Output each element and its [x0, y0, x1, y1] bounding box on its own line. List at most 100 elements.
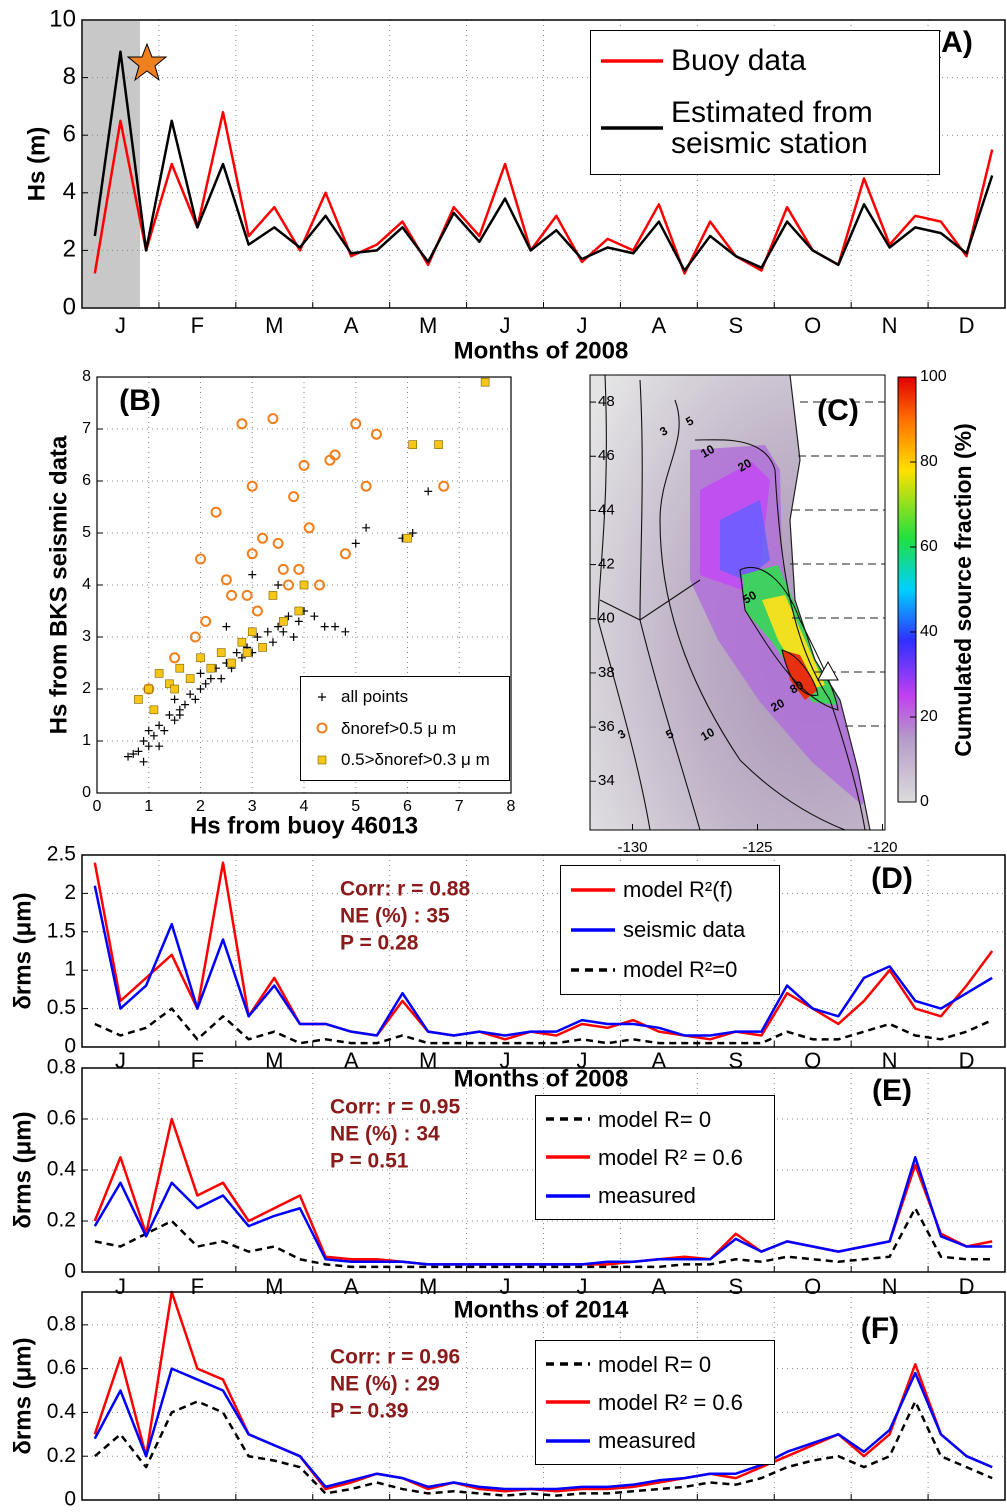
- point: [129, 750, 138, 758]
- x-tick-label: -125: [742, 839, 772, 856]
- x-tick-label: J: [576, 1274, 587, 1299]
- point: [144, 684, 154, 694]
- point: [160, 726, 169, 735]
- plot-frame: [81, 854, 1006, 1048]
- y-tick-label: 7: [82, 420, 91, 437]
- legend-swatch: [571, 928, 615, 932]
- x-tick-label: S: [728, 1048, 743, 1073]
- point: [316, 722, 328, 734]
- y-tick-label: 1: [64, 958, 76, 981]
- x-tick-label: S: [728, 1274, 743, 1299]
- legend-entry: Estimated from seismic station: [599, 97, 931, 160]
- x-tick-label: J: [500, 313, 511, 338]
- annotation: NE (%) : 34: [330, 1123, 440, 1146]
- y-tick-label: 0.4: [47, 1400, 77, 1423]
- point: [232, 648, 241, 657]
- point: [191, 695, 200, 704]
- point: [274, 622, 283, 631]
- legend-label: δnoref>0.5 μ m: [341, 718, 457, 738]
- point: [124, 752, 133, 761]
- legend-label: 0.5>δnoref>0.3 μ m: [341, 750, 490, 770]
- x-axis-label: Months of 2008: [454, 337, 629, 364]
- point: [237, 653, 246, 662]
- x-tick-label: 2: [196, 798, 205, 815]
- annotation: P = 0.51: [330, 1150, 409, 1173]
- point: [155, 742, 164, 751]
- x-tick-label: 8: [507, 798, 516, 815]
- x-tick-label: A: [652, 313, 667, 338]
- point: [288, 491, 300, 503]
- x-tick-label: M: [419, 1048, 437, 1073]
- y-tick-label: 0.4: [47, 1158, 77, 1181]
- point: [480, 377, 490, 387]
- y-tick-label: 4: [82, 576, 91, 593]
- contour-label: 10: [698, 442, 717, 461]
- legend: all points δnoref>0.5 μ m 0.5>δnoref>0.3 μ…: [300, 676, 510, 781]
- legend-entry: measured: [544, 1429, 766, 1452]
- point: [253, 633, 262, 641]
- point: [303, 522, 315, 534]
- point: [139, 737, 148, 745]
- x-tick-label: -130: [617, 839, 647, 856]
- y-tick-label: 0: [64, 1035, 76, 1058]
- contours: [597, 374, 866, 831]
- point: [242, 648, 252, 657]
- point: [317, 755, 327, 765]
- contour-line: [597, 374, 651, 831]
- shaded-period: [83, 21, 140, 307]
- map: [589, 374, 917, 831]
- point: [251, 605, 263, 617]
- colorbar-tick-label: 80: [920, 453, 938, 470]
- x-tick-label: M: [265, 1274, 283, 1299]
- point: [272, 537, 284, 549]
- y-tick-label: 2: [82, 680, 91, 697]
- contour-label: 10: [698, 725, 717, 744]
- map-source-red: [782, 650, 818, 700]
- point: [185, 674, 195, 683]
- y-tick-label: 1.5: [47, 919, 76, 942]
- legend-swatch: [546, 1439, 590, 1443]
- annotation: Corr: r = 0.88: [340, 878, 470, 901]
- point: [263, 627, 272, 636]
- y-tick-label: 10: [49, 5, 76, 32]
- x-tick-label: J: [576, 313, 587, 338]
- y-tick-label: 0.6: [47, 1107, 76, 1130]
- series-line: [94, 1007, 993, 1045]
- legend-label: Buoy data: [671, 44, 807, 78]
- x-tick-label: D: [959, 313, 975, 338]
- point: [257, 532, 269, 544]
- colorbar-tick-label: 100: [920, 368, 947, 385]
- point: [424, 487, 433, 496]
- y-tick-label: 36: [598, 718, 615, 735]
- legend-entry: measured: [544, 1184, 766, 1207]
- annotation: NE (%) : 29: [330, 1373, 440, 1396]
- series-line: [93, 110, 994, 275]
- y-tick-label: 3: [82, 628, 91, 645]
- legend: model R²(f) seismic data model R²=0: [560, 865, 780, 995]
- point: [267, 413, 279, 425]
- point: [324, 454, 336, 466]
- x-tick-label: M: [419, 313, 437, 338]
- point: [170, 716, 179, 725]
- x-tick-label: A: [652, 1048, 667, 1073]
- x-tick-label: 3: [248, 798, 257, 815]
- legend-swatch: [571, 888, 615, 892]
- point: [318, 692, 326, 701]
- y-tick-label: 4: [63, 178, 76, 205]
- legend-swatch: [601, 59, 663, 63]
- point: [320, 622, 329, 631]
- point: [236, 418, 248, 430]
- colorbar-tick-label: 20: [920, 708, 938, 725]
- point: [149, 731, 158, 740]
- y-tick-label: 44: [598, 501, 615, 518]
- y-tick-label: 0.2: [47, 1209, 76, 1232]
- legend-swatch: [546, 1117, 590, 1121]
- point: [175, 663, 185, 673]
- x-tick-label: 1: [144, 798, 153, 815]
- y-axis-label: Hs from BKS seismic data: [45, 435, 72, 734]
- x-tick-label: S: [728, 313, 743, 338]
- point: [134, 695, 143, 704]
- point: [329, 449, 341, 461]
- y-tick-label: 40: [598, 610, 615, 627]
